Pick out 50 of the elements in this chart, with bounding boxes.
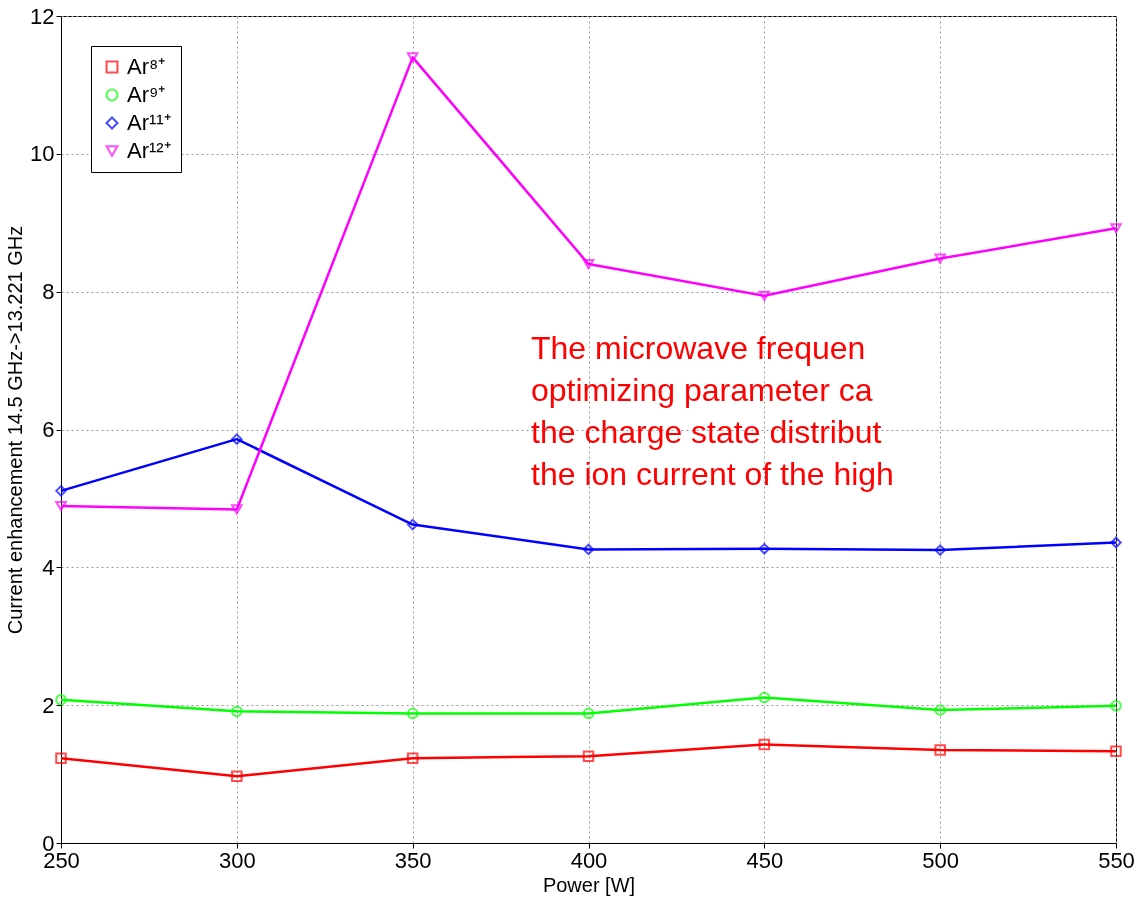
point bbox=[406, 707, 419, 720]
point bbox=[934, 744, 946, 756]
x-tick-label: 450 bbox=[746, 847, 784, 873]
y-tick-label: 4 bbox=[42, 554, 55, 580]
point bbox=[934, 253, 946, 264]
point bbox=[934, 704, 946, 716]
legend-label: Ar¹¹⁺ bbox=[127, 110, 171, 135]
legend-label: Ar¹²⁺ bbox=[127, 138, 171, 163]
point bbox=[1110, 700, 1122, 712]
point bbox=[406, 518, 419, 531]
point bbox=[231, 705, 243, 718]
point bbox=[231, 433, 243, 445]
x-tick-label: 350 bbox=[394, 847, 432, 873]
y-tick-label: 12 bbox=[30, 3, 55, 29]
point bbox=[1110, 536, 1122, 549]
legend-label: Ar⁸⁺ bbox=[127, 54, 166, 79]
point bbox=[582, 258, 595, 270]
y-axis-title: Current enhancement 14.5 GHz->13.221 GHz bbox=[4, 225, 27, 635]
x-tick-label: 500 bbox=[922, 847, 960, 873]
annotation: the charge state distribut bbox=[531, 414, 882, 450]
point bbox=[406, 52, 419, 63]
point bbox=[55, 485, 67, 497]
y-tick-label: 2 bbox=[42, 692, 55, 718]
point bbox=[1110, 223, 1122, 234]
point bbox=[1110, 745, 1122, 758]
legend-label: Ar⁹⁺ bbox=[127, 82, 166, 107]
point bbox=[758, 738, 771, 751]
point bbox=[582, 707, 595, 720]
point bbox=[934, 544, 946, 556]
x-tick-label: 400 bbox=[570, 847, 608, 873]
annotation: The microwave frequen bbox=[531, 330, 866, 366]
x-axis-title: Power [W] bbox=[542, 873, 636, 896]
point bbox=[758, 290, 771, 301]
y-tick-label: 10 bbox=[30, 141, 55, 167]
x-tick-label: 550 bbox=[1098, 847, 1135, 873]
x-tick-label: 300 bbox=[218, 847, 256, 873]
point bbox=[582, 750, 595, 762]
point bbox=[758, 542, 771, 555]
point bbox=[231, 770, 243, 782]
point bbox=[758, 691, 771, 704]
point bbox=[406, 752, 419, 764]
point bbox=[231, 504, 243, 515]
y-tick-label: 6 bbox=[42, 417, 55, 442]
y-tick-label: 8 bbox=[42, 279, 55, 305]
point bbox=[55, 752, 67, 764]
point bbox=[582, 543, 595, 556]
annotation: the ion current of the high bbox=[531, 456, 894, 492]
annotation: optimizing parameter ca bbox=[531, 372, 873, 408]
point bbox=[55, 693, 67, 706]
point bbox=[55, 500, 67, 512]
